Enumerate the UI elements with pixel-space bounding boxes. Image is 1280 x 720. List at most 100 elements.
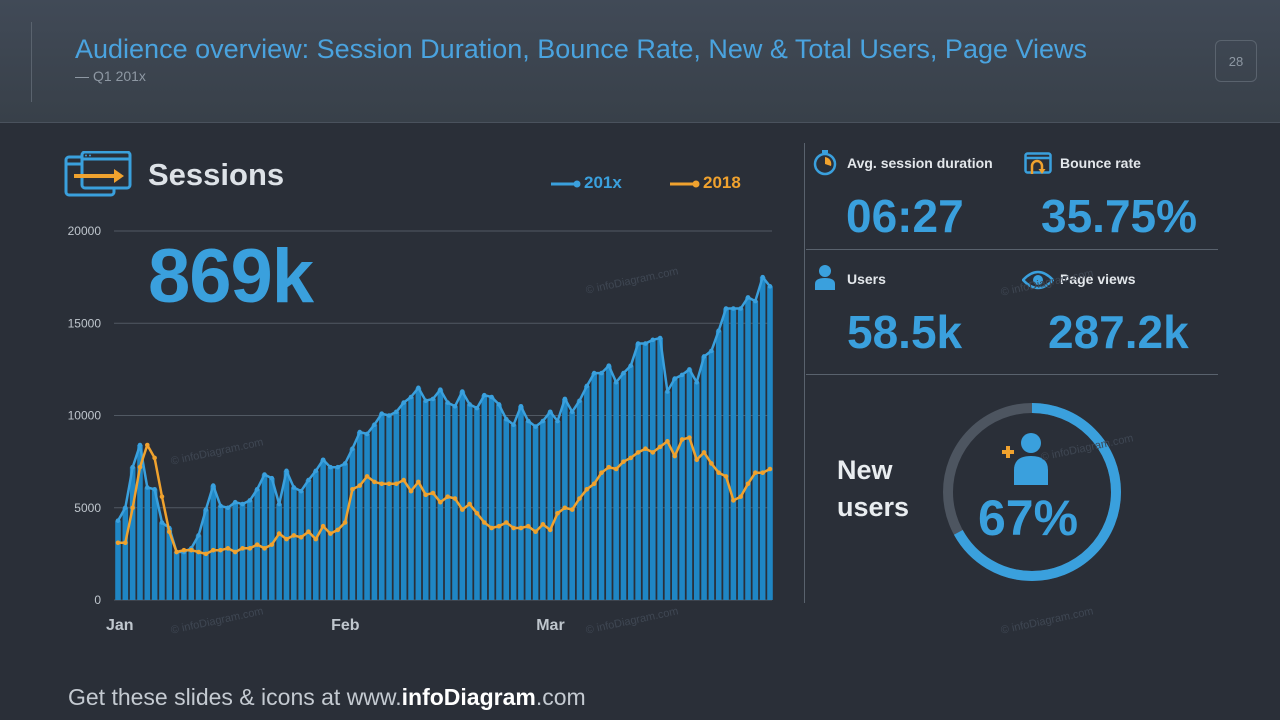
point-series-201x — [694, 379, 700, 385]
bar-201x — [562, 398, 568, 600]
point-series-2018 — [232, 549, 238, 555]
point-series-201x — [225, 505, 231, 511]
point-series-2018 — [701, 450, 707, 455]
point-series-2018 — [423, 492, 428, 498]
bar-201x — [540, 421, 546, 600]
footer-promo: Get these slides & icons at www.infoDiag… — [68, 684, 586, 711]
sessions-total: 869k — [148, 234, 314, 319]
avg-session-duration-label: Avg. session duration — [847, 155, 993, 171]
page-subtitle: Q1 201x — [75, 68, 146, 84]
point-series-201x — [416, 385, 421, 391]
point-series-2018 — [738, 494, 743, 499]
bar-201x — [496, 404, 502, 600]
bar-201x — [313, 470, 319, 600]
page-views-value: 287.2k — [1048, 306, 1189, 358]
point-series-2018 — [503, 520, 509, 525]
point-series-2018 — [489, 525, 494, 531]
bar-201x — [488, 397, 495, 600]
add-user-icon — [1002, 433, 1048, 485]
bar-201x — [532, 426, 539, 600]
bar-201x — [650, 339, 656, 600]
point-series-2018 — [672, 453, 678, 459]
point-series-201x — [533, 424, 538, 429]
bar-201x — [386, 415, 392, 600]
legend-item-201x: 201x — [551, 173, 622, 193]
point-series-201x — [687, 367, 692, 372]
point-series-201x — [452, 403, 458, 409]
point-series-2018 — [196, 549, 201, 555]
bar-201x — [291, 487, 297, 600]
point-series-2018 — [181, 547, 187, 553]
point-series-201x — [394, 409, 399, 415]
point-series-201x — [342, 461, 348, 466]
point-series-2018 — [657, 444, 663, 450]
point-series-201x — [438, 387, 443, 392]
point-series-2018 — [745, 481, 751, 487]
point-series-201x — [489, 394, 494, 400]
bar-201x — [173, 552, 180, 600]
bar-201x — [144, 487, 151, 600]
point-series-2018 — [591, 481, 597, 487]
point-series-2018 — [540, 522, 546, 527]
point-series-201x — [591, 370, 597, 376]
y-tick-label: 0 — [94, 593, 101, 607]
point-series-201x — [635, 341, 641, 346]
bar-201x — [239, 504, 246, 600]
point-series-201x — [606, 363, 612, 368]
bounce-rate-label: Bounce rate — [1060, 155, 1141, 171]
point-series-201x — [364, 431, 370, 437]
point-series-2018 — [306, 529, 311, 535]
x-tick-label: Mar — [536, 617, 564, 634]
bar-201x — [664, 391, 671, 600]
point-series-2018 — [628, 455, 634, 461]
point-series-2018 — [481, 520, 487, 525]
x-tick-label: Jan — [106, 617, 134, 634]
bar-201x — [122, 507, 129, 600]
watermark: © infoDiagram.com — [999, 605, 1095, 637]
point-series-2018 — [650, 450, 656, 455]
bar-201x — [752, 301, 759, 600]
donut-progress-arc — [943, 403, 1121, 581]
point-series-2018 — [254, 542, 260, 547]
bar-201x — [378, 413, 385, 600]
point-series-201x — [701, 354, 707, 359]
point-series-2018 — [445, 494, 450, 499]
point-series-2018 — [298, 534, 304, 540]
bar-201x — [283, 470, 290, 600]
point-series-2018 — [679, 437, 685, 442]
bar-201x — [518, 406, 524, 600]
point-series-2018 — [335, 527, 341, 533]
bar-201x — [701, 356, 707, 600]
point-series-201x — [481, 392, 487, 398]
point-series-201x — [445, 400, 450, 405]
bar-201x — [188, 548, 195, 600]
bar-201x — [444, 402, 451, 600]
point-series-201x — [379, 411, 385, 416]
point-series-2018 — [188, 547, 194, 553]
users-label: Users — [847, 271, 886, 287]
point-series-2018 — [379, 481, 385, 487]
point-series-201x — [753, 298, 758, 304]
point-series-2018 — [350, 487, 355, 492]
bar-201x — [181, 552, 187, 600]
bar-201x — [320, 459, 326, 600]
point-series-2018 — [430, 490, 436, 496]
point-series-2018 — [613, 466, 619, 472]
point-series-201x — [460, 389, 465, 394]
bar-201x — [767, 286, 773, 600]
point-series-2018 — [174, 549, 179, 555]
point-series-2018 — [408, 488, 414, 494]
point-series-2018 — [342, 520, 348, 525]
bar-201x — [723, 308, 729, 600]
point-series-201x — [679, 372, 685, 378]
bar-201x — [459, 391, 466, 600]
point-series-201x — [145, 485, 150, 490]
point-series-201x — [408, 394, 414, 400]
point-series-201x — [254, 487, 260, 492]
point-series-201x — [569, 409, 575, 415]
header-divider — [31, 22, 32, 102]
bar-201x — [225, 507, 231, 600]
point-series-2018 — [210, 547, 216, 553]
point-series-2018 — [328, 531, 333, 536]
point-series-2018 — [452, 496, 458, 501]
